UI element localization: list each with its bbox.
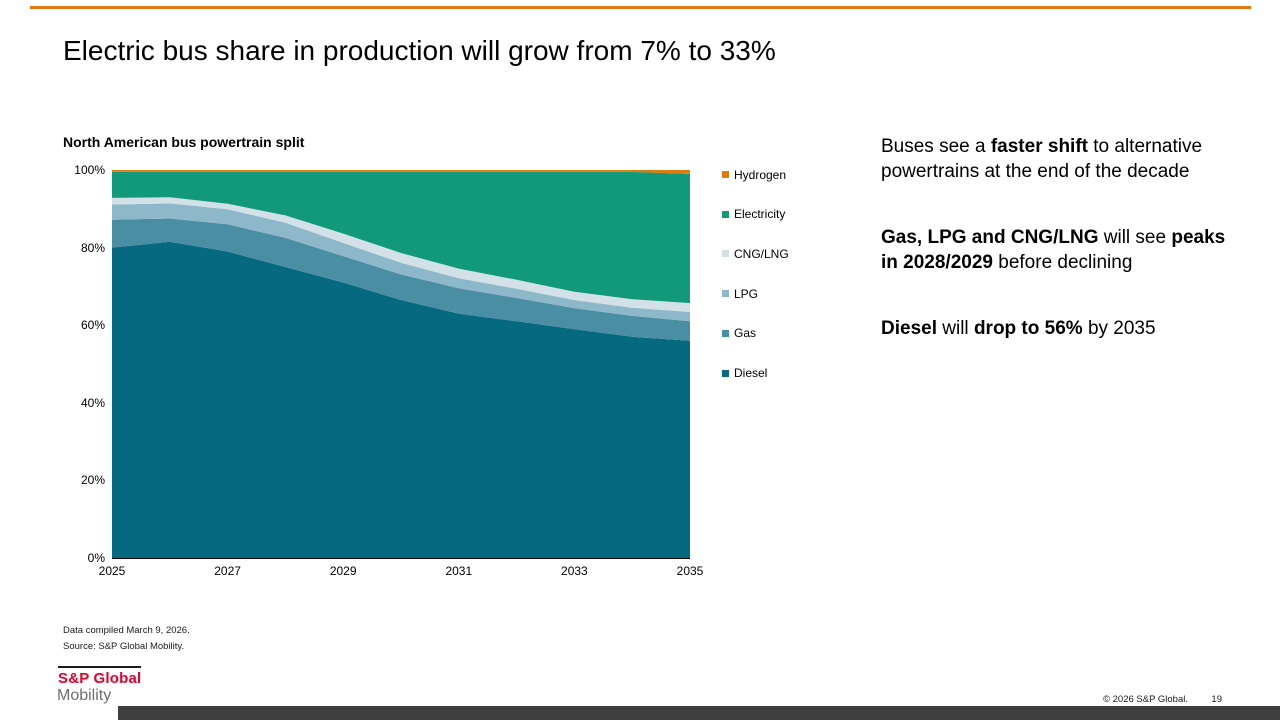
area-gas: [112, 218, 690, 341]
legend-label: Diesel: [734, 366, 768, 380]
insight-text: will: [936, 318, 974, 339]
legend-swatch-icon: [722, 369, 729, 377]
legend-label: Hydrogen: [734, 167, 787, 182]
x-axis-tick-label: 2027: [214, 564, 241, 578]
legend-swatch-icon: [722, 250, 729, 258]
footnote-source: Source: S&P Global Mobility.: [63, 641, 185, 652]
legend-item-lpg: LPG: [722, 286, 759, 301]
area-diesel: [112, 241, 690, 558]
legend-swatch-icon: [722, 210, 729, 218]
insight-bold-text: Gas, LPG and CNG/LNG: [881, 227, 1099, 248]
legend-label: LPG: [734, 286, 759, 301]
slide-title: Electric bus share in production will gr…: [63, 35, 776, 66]
legend-item-cng-lng: CNG/LNG: [722, 246, 789, 261]
insight-text: Buses see a: [881, 136, 991, 157]
legend-label: CNG/LNG: [734, 246, 789, 261]
x-axis-tick-label: 2031: [445, 564, 473, 578]
logo-rule: [58, 666, 141, 668]
insights-column: Buses see a faster shift to alternative …: [881, 134, 1233, 382]
logo-division-name: Mobility: [57, 687, 112, 704]
top-accent-bar: [30, 6, 1251, 9]
area-electricity: [112, 171, 690, 304]
bottom-footer-bar: [118, 706, 1280, 720]
legend-item-gas: Gas: [722, 326, 757, 341]
stacked-area-svg: [112, 170, 690, 558]
legend-label: Gas: [734, 326, 757, 341]
legend-label: Electricity: [734, 207, 786, 222]
plot-area: [112, 170, 690, 559]
legend-swatch-icon: [722, 290, 729, 298]
copyright-text: © 2026 S&P Global.: [1103, 694, 1188, 705]
legend-item-electricity: Electricity: [722, 207, 786, 222]
insight-bold-text: drop to 56%: [973, 318, 1083, 339]
legend-swatch-icon: [722, 171, 729, 178]
y-axis-tick-label: 0%: [87, 551, 105, 565]
insight-text: by 2035: [1082, 318, 1156, 339]
insight-text: before declining: [992, 252, 1133, 273]
y-axis-tick-label: 80%: [80, 240, 105, 255]
y-axis-tick-label: 40%: [80, 395, 105, 410]
x-axis-tick-label: 2033: [561, 564, 588, 578]
area-hydrogen: [112, 170, 690, 174]
logo-brand-name: S&P Global: [58, 670, 142, 687]
legend-item-diesel: Diesel: [722, 366, 768, 380]
footnote-data-compiled: Data compiled March 9, 2026.: [63, 625, 190, 636]
insight-paragraph: Gas, LPG and CNG/LNG will see peaks in 2…: [881, 225, 1233, 275]
insight-bold-text: Diesel: [881, 318, 937, 339]
y-axis-tick-label: 60%: [80, 318, 105, 333]
x-axis-tick-label: 2035: [676, 564, 704, 578]
x-axis-tick-label: 2029: [329, 564, 357, 578]
insight-paragraph: Diesel will drop to 56% by 2035: [881, 316, 1233, 341]
insight-bold-text: peaks in 2028/2029: [881, 227, 1226, 273]
insight-bold-text: faster shift: [990, 136, 1088, 157]
insight-text: to alternative powertrains at the end of…: [881, 136, 1203, 182]
legend-swatch-icon: [722, 329, 729, 337]
area-cng-lng: [112, 197, 690, 312]
area-lpg: [112, 203, 690, 322]
y-axis-tick-label: 100%: [74, 163, 105, 177]
insight-text: will see: [1098, 227, 1172, 248]
chart-title: North American bus powertrain split: [63, 134, 305, 150]
page-number: 19: [1211, 694, 1222, 705]
legend-item-hydrogen: Hydrogen: [722, 167, 787, 182]
insight-paragraph: Buses see a faster shift to alternative …: [881, 134, 1233, 184]
x-axis-tick-label: 2025: [98, 564, 126, 578]
y-axis-tick-label: 20%: [80, 473, 105, 488]
